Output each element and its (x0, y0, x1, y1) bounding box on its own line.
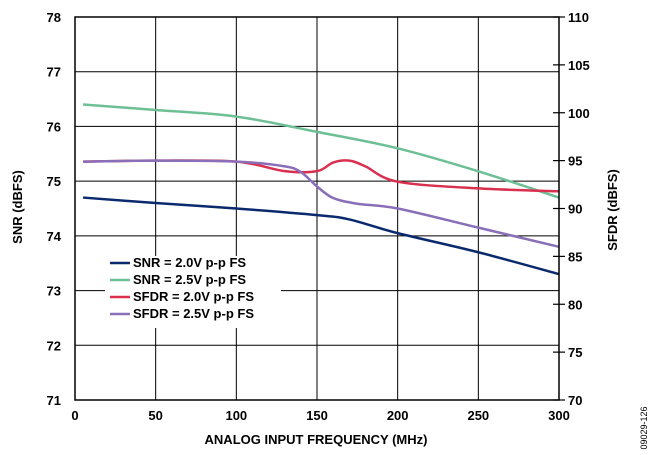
y-left-tick-label: 75 (47, 174, 61, 189)
series-lines (82, 103, 560, 276)
legend-label-4: SFDR = 2.5V p-p FS (133, 306, 254, 321)
grid-lines (75, 17, 559, 400)
y-right-axis-title: SFDR (dBFS) (605, 169, 620, 251)
y-right-tick-label: 90 (568, 202, 582, 217)
y-left-tick-label: 76 (47, 119, 61, 134)
series-line-2 (82, 103, 560, 199)
legend-label-2: SNR = 2.5V p-p FS (133, 272, 246, 287)
legend-label-1: SNR = 2.0V p-p FS (133, 255, 246, 270)
y-left-tick-label: 74 (47, 229, 62, 244)
x-axis-title: ANALOG INPUT FREQUENCY (MHz) (205, 432, 428, 447)
x-tick-label: 0 (71, 408, 78, 423)
legend-box (105, 256, 281, 328)
y-right-tick-label: 100 (568, 106, 590, 121)
x-tick-label: 100 (225, 408, 247, 423)
series-line-4 (83, 159, 560, 249)
y-right-tick-label: 80 (568, 297, 582, 312)
x-tick-label: 200 (387, 408, 409, 423)
legend: SNR = 2.0V p-p FS SNR = 2.5V p-p FS SFDR =… (105, 255, 281, 328)
series-line-1 (82, 196, 560, 276)
y-left-tick-label: 77 (47, 65, 61, 80)
y-left-tick-label: 78 (47, 10, 61, 25)
legend-label-3: SFDR = 2.0V p-p FS (133, 289, 254, 304)
y-left-tick-label: 72 (47, 338, 61, 353)
y-right-tick-label: 70 (568, 393, 582, 408)
x-tick-label: 300 (548, 408, 570, 423)
y-left-axis-title: SNR (dBFS) (10, 170, 25, 244)
axis-ticks: 0 50 100 150 200 250 300 71 72 73 74 75 76 77 78 70 75 80… (47, 10, 590, 423)
series-line-3 (83, 159, 560, 193)
y-left-tick-label: 71 (47, 393, 61, 408)
figure-id: 09029-126 (639, 406, 649, 449)
y-left-tick-label: 73 (47, 284, 61, 299)
x-tick-label: 50 (148, 408, 162, 423)
y-right-tick-label: 105 (568, 58, 590, 73)
x-tick-label: 150 (306, 408, 328, 423)
y-right-tick-label: 85 (568, 249, 582, 264)
x-tick-label: 250 (467, 408, 489, 423)
y-right-tick-label: 95 (568, 154, 582, 169)
y-right-tick-label: 75 (568, 345, 582, 360)
y-right-tick-label: 110 (568, 10, 589, 25)
